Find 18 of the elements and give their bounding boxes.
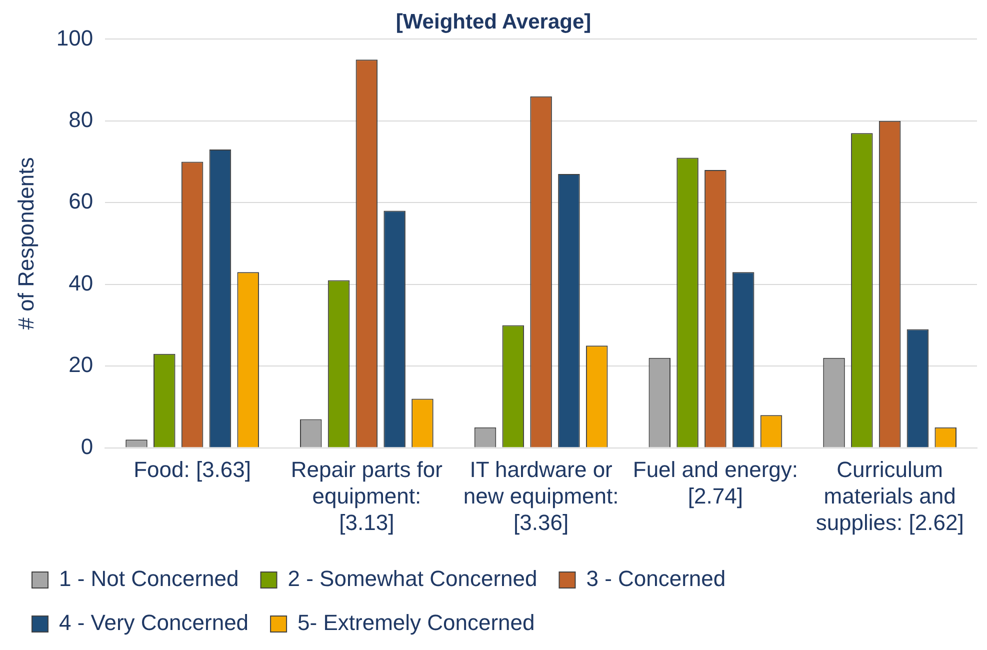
- y-tick-label: 100: [56, 25, 94, 50]
- x-tick-label: Repair parts for equipment: [3.13]: [290, 457, 442, 535]
- x-tick-label: Food: [3.63]: [134, 457, 252, 482]
- y-tick-label: 60: [68, 188, 94, 214]
- legend-label: 4 - Very Concerned: [59, 610, 249, 636]
- legend-label: 2 - Somewhat Concerned: [288, 566, 538, 592]
- y-axis-title: # of Respondents: [13, 157, 38, 330]
- x-tick-label: Curriculum materials and supplies: [2.62]: [816, 457, 964, 535]
- x-tick-label: IT hardware or new equipment: [3.36]: [463, 457, 619, 535]
- chart-title: [Weighted Average]: [396, 10, 592, 34]
- y-tick-label: 80: [68, 106, 94, 132]
- legend-label: 5- Extremely Concerned: [298, 610, 535, 636]
- x-tick-label: Fuel and energy: [2.74]: [632, 457, 798, 508]
- y-tick-label: 20: [68, 352, 94, 378]
- legend-label: 1 - Not Concerned: [59, 566, 239, 592]
- y-tick-label: 40: [68, 270, 94, 296]
- y-tick-label: 0: [80, 434, 94, 459]
- legend-label: 3 - Concerned: [586, 566, 726, 592]
